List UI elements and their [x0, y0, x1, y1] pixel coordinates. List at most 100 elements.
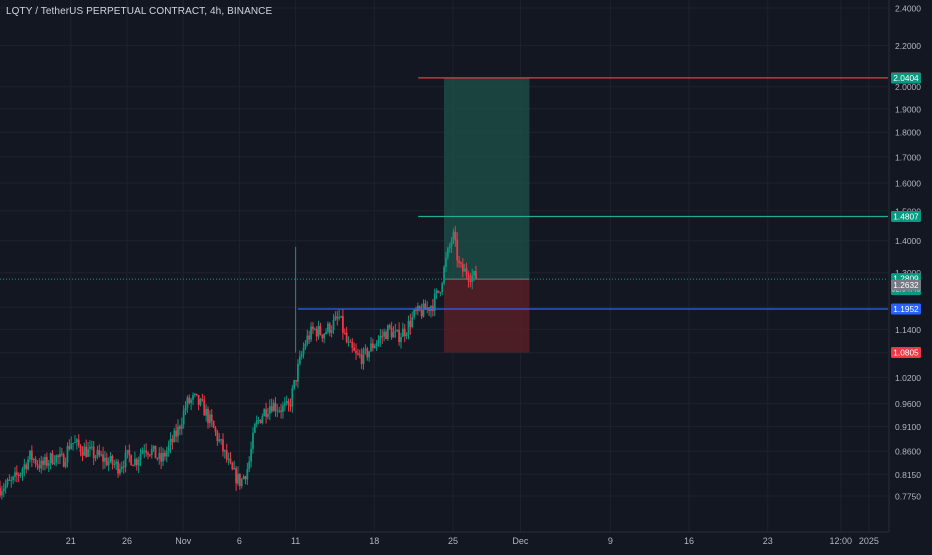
candle-body [107, 461, 110, 466]
candle-body [454, 231, 457, 240]
candle [401, 322, 404, 337]
candle [225, 443, 228, 463]
x-tick-label: 23 [763, 536, 773, 546]
candle [104, 451, 106, 469]
candle-body [330, 330, 333, 333]
candle [448, 242, 451, 253]
candle-body [287, 401, 290, 405]
candle [298, 350, 301, 366]
candle-body [2, 488, 5, 492]
candle [265, 402, 267, 424]
candle [188, 394, 191, 405]
candle [212, 420, 215, 429]
candle [381, 329, 384, 345]
candle [355, 343, 357, 360]
candle [321, 334, 324, 343]
candle [128, 444, 131, 463]
candle [227, 452, 230, 466]
candle-body [165, 451, 168, 457]
candle-body [475, 271, 477, 279]
candle [220, 438, 223, 445]
candle [340, 315, 342, 319]
y-tick-label: 1.9000 [895, 104, 921, 114]
candle [75, 438, 78, 450]
candle-body [195, 393, 198, 396]
candle [40, 455, 43, 474]
candle [195, 393, 198, 397]
candle-body [401, 328, 404, 337]
candle [283, 397, 286, 412]
candle-body [240, 479, 243, 487]
candle-body [186, 397, 189, 408]
price-label-bg [891, 347, 921, 359]
y-tick-label: 0.9600 [895, 399, 921, 409]
candle-body [355, 350, 357, 354]
candle-body [315, 328, 318, 337]
candle-body [403, 328, 406, 337]
candle [304, 339, 307, 351]
y-tick-label: 0.7750 [895, 492, 921, 502]
candle-body [450, 241, 453, 247]
candle-body [321, 334, 324, 339]
price-label-bg [891, 211, 921, 223]
candle [59, 446, 61, 465]
candle-body [139, 453, 142, 461]
candle-body [163, 452, 166, 457]
candle-body [225, 450, 228, 460]
y-tick-label: 1.0200 [895, 373, 921, 383]
candle-body [117, 461, 119, 474]
candle-body [441, 283, 444, 293]
candle [287, 398, 290, 412]
candle-body [173, 430, 176, 443]
candle-body [285, 401, 288, 404]
candle [330, 325, 333, 338]
candle-body [79, 445, 82, 452]
candle-body [171, 438, 174, 443]
candle-body [182, 410, 185, 425]
y-tick-label: 1.1400 [895, 325, 921, 335]
candle-body [351, 342, 354, 348]
candle-body [75, 439, 78, 443]
candle [356, 348, 359, 356]
price-label: 2.0404 [893, 73, 919, 83]
candle-body [308, 335, 311, 340]
candle [10, 476, 13, 488]
candle [184, 401, 187, 416]
candle [263, 408, 266, 417]
candle [394, 323, 397, 338]
candle [171, 435, 174, 450]
candle-body [90, 446, 93, 448]
y-tick-label: 0.8600 [895, 447, 921, 457]
x-tick-label: 16 [684, 536, 694, 546]
candle-body [178, 426, 181, 429]
candle [398, 322, 401, 346]
candle [150, 444, 153, 459]
candle [158, 447, 161, 465]
candle-body [276, 410, 279, 412]
candle [156, 457, 159, 461]
candle-body [188, 397, 191, 404]
candle [143, 444, 146, 459]
candle-body [193, 393, 196, 396]
candle-body [370, 343, 372, 352]
candle [345, 326, 348, 344]
candle [89, 440, 91, 457]
candle-body [175, 430, 178, 437]
candle [19, 472, 22, 478]
candle [96, 445, 99, 460]
candle [175, 423, 178, 443]
candle-body [10, 480, 13, 482]
x-tick-label: Dec [512, 536, 529, 546]
candle-body [201, 399, 204, 401]
candle-body [306, 335, 309, 344]
candle-body [313, 328, 316, 330]
candle [165, 446, 168, 463]
y-tick-label: 2.4000 [895, 4, 921, 14]
candle-body [413, 309, 416, 317]
candle-body [17, 475, 20, 477]
candle-body [149, 454, 151, 456]
candle [47, 460, 50, 473]
candle-body [448, 246, 451, 249]
